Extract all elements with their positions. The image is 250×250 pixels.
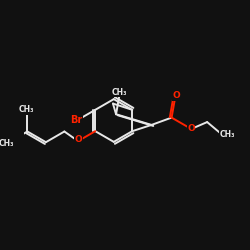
Text: Br: Br: [70, 115, 82, 125]
Text: CH₃: CH₃: [0, 139, 14, 148]
Text: CH₃: CH₃: [112, 88, 127, 97]
Text: CH₃: CH₃: [18, 106, 34, 114]
Text: O: O: [187, 124, 195, 134]
Text: O: O: [75, 135, 82, 144]
Text: O: O: [172, 92, 180, 100]
Text: CH₃: CH₃: [220, 130, 235, 139]
